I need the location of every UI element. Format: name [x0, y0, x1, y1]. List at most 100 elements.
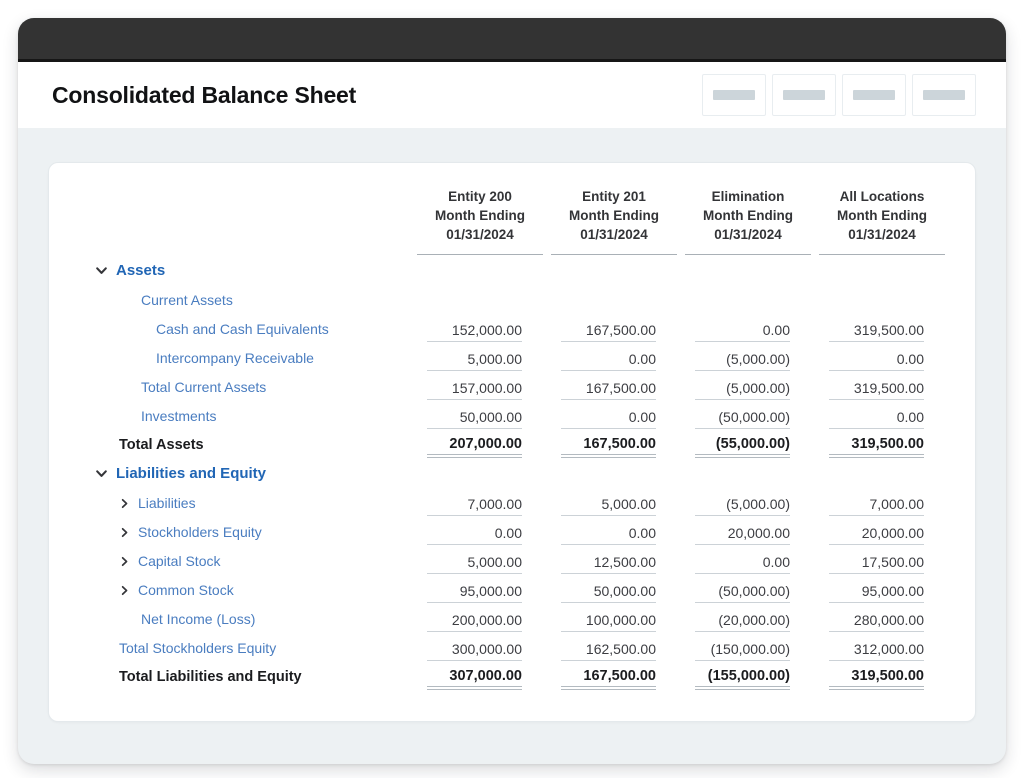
value-amount: 7,000.00 — [467, 496, 523, 513]
value-underline — [427, 370, 522, 372]
value-underline — [829, 370, 924, 372]
value-amount: 319,500.00 — [851, 668, 924, 685]
row-label-current-assets[interactable]: Current Assets — [141, 292, 233, 309]
value-cell-total-stockholders-equity-col2: 162,500.00 — [551, 632, 677, 662]
row-label-investments[interactable]: Investments — [141, 408, 217, 425]
row-label-assets[interactable]: Assets — [116, 262, 166, 280]
report-row-label: Total Liabilities and Equity — [95, 661, 409, 690]
value-underline — [695, 399, 790, 401]
column-header-subtitle: Month Ending — [837, 208, 927, 224]
value-underline — [427, 515, 522, 517]
value-cell-total-stockholders-equity-col1: 300,000.00 — [417, 632, 543, 662]
row-label-liabilities[interactable]: Liabilities — [138, 495, 196, 512]
value-cell-total-assets-col2: 167,500.00 — [551, 429, 677, 459]
value-cell-common-stock-col2: 50,000.00 — [551, 574, 677, 604]
value-amount: 95,000.00 — [459, 583, 522, 600]
value-cell-assets-col1 — [417, 255, 543, 284]
value-amount: (155,000.00) — [707, 668, 790, 685]
value-cell-total-current-assets-col4: 319,500.00 — [819, 371, 945, 401]
column-header-title: All Locations — [839, 189, 925, 204]
value-amount: 17,500.00 — [861, 554, 924, 571]
value-cell-cash-and-cash-equivalents-col3: 0.00 — [685, 313, 811, 343]
row-label-total-current-assets[interactable]: Total Current Assets — [141, 379, 267, 396]
value-underline — [829, 399, 924, 401]
chevron-down-icon[interactable] — [95, 467, 108, 482]
value-amount: 0.00 — [762, 322, 790, 339]
value-cell-current-assets-col3 — [685, 284, 811, 313]
row-label-common-stock[interactable]: Common Stock — [138, 582, 234, 599]
row-label-total-stockholders-equity[interactable]: Total Stockholders Equity — [119, 640, 277, 657]
value-underline — [695, 602, 790, 604]
value-underline — [695, 454, 790, 459]
chevron-right-icon[interactable] — [119, 556, 130, 569]
value-amount: 280,000.00 — [853, 612, 924, 629]
value-amount: 167,500.00 — [583, 436, 656, 453]
column-header-title: Elimination — [711, 189, 785, 204]
value-amount: 200,000.00 — [451, 612, 522, 629]
value-underline — [561, 602, 656, 604]
chevron-down-icon[interactable] — [95, 264, 108, 279]
value-amount: (55,000.00) — [715, 436, 790, 453]
report-row-label: Cash and Cash Equivalents — [95, 313, 409, 342]
row-label-capital-stock[interactable]: Capital Stock — [138, 553, 221, 570]
value-underline — [427, 341, 522, 343]
value-amount: 152,000.00 — [451, 322, 522, 339]
value-underline — [561, 573, 656, 575]
value-cell-assets-col3 — [685, 255, 811, 284]
row-label-intercompany-receivable[interactable]: Intercompany Receivable — [156, 350, 314, 367]
value-underline — [427, 686, 522, 691]
report-row-label: Total Assets — [95, 429, 409, 458]
row-label-column-header — [95, 187, 409, 255]
report-row-label: Liabilities — [95, 487, 409, 516]
value-underline — [561, 686, 656, 691]
toolbar-button-3[interactable] — [842, 74, 906, 116]
report-row-label: Intercompany Receivable — [95, 342, 409, 371]
value-amount: 319,500.00 — [851, 436, 924, 453]
chevron-right-icon[interactable] — [119, 527, 130, 540]
value-cell-common-stock-col1: 95,000.00 — [417, 574, 543, 604]
value-amount: 167,500.00 — [585, 322, 656, 339]
row-label-cash-and-cash-equivalents[interactable]: Cash and Cash Equivalents — [156, 321, 329, 338]
toolbar — [702, 74, 976, 116]
row-label-total-assets: Total Assets — [119, 437, 204, 454]
value-amount: 0.00 — [628, 351, 656, 368]
row-label-net-income-loss[interactable]: Net Income (Loss) — [141, 611, 256, 628]
value-amount: 319,500.00 — [853, 380, 924, 397]
value-underline — [829, 660, 924, 662]
value-underline — [561, 341, 656, 343]
value-cell-liabilities-and-equity-col2 — [551, 458, 677, 487]
chevron-right-icon[interactable] — [119, 498, 130, 511]
toolbar-button-4[interactable] — [912, 74, 976, 116]
chevron-right-icon[interactable] — [119, 585, 130, 598]
value-cell-net-income-loss-col2: 100,000.00 — [551, 603, 677, 633]
value-amount: 207,000.00 — [449, 436, 522, 453]
value-underline — [561, 631, 656, 633]
value-cell-current-assets-col1 — [417, 284, 543, 313]
column-header-date: 01/31/2024 — [848, 227, 916, 243]
value-amount: 7,000.00 — [869, 496, 925, 513]
value-underline — [695, 428, 790, 430]
value-amount: 0.00 — [494, 525, 522, 542]
report-row-label: Investments — [95, 400, 409, 429]
column-header-subtitle: Month Ending — [703, 208, 793, 224]
value-underline — [695, 370, 790, 372]
value-amount: 312,000.00 — [853, 641, 924, 658]
value-amount: 0.00 — [896, 351, 924, 368]
value-underline — [829, 341, 924, 343]
report-row-label: Net Income (Loss) — [95, 603, 409, 632]
value-amount: 5,000.00 — [467, 351, 523, 368]
toolbar-button-1[interactable] — [702, 74, 766, 116]
value-cell-liabilities-and-equity-col1 — [417, 458, 543, 487]
value-underline — [427, 660, 522, 662]
value-underline — [829, 686, 924, 691]
toolbar-button-2[interactable] — [772, 74, 836, 116]
report-row-label: Total Stockholders Equity — [95, 632, 409, 661]
value-underline — [427, 454, 522, 459]
value-amount: 157,000.00 — [451, 380, 522, 397]
column-header-title: Entity 200 — [448, 189, 512, 204]
value-underline — [561, 399, 656, 401]
row-label-liabilities-and-equity[interactable]: Liabilities and Equity — [116, 465, 267, 483]
row-label-stockholders-equity[interactable]: Stockholders Equity — [138, 524, 262, 541]
value-cell-cash-and-cash-equivalents-col2: 167,500.00 — [551, 313, 677, 343]
value-amount: 20,000.00 — [727, 525, 790, 542]
